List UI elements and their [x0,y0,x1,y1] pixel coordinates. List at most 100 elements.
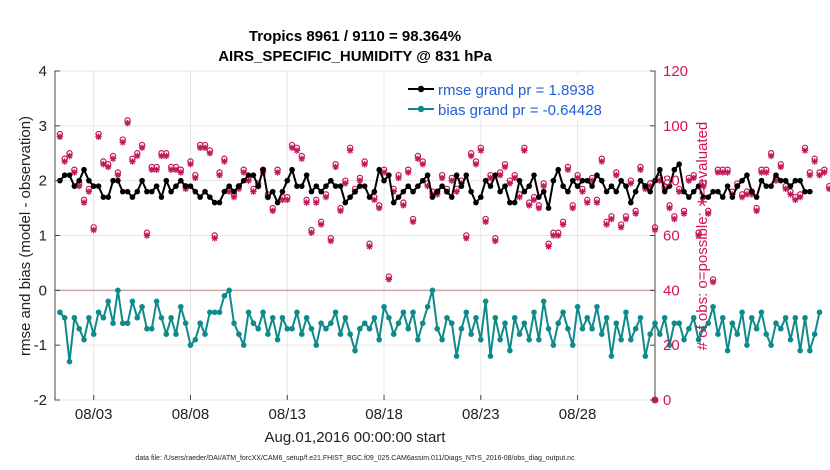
asterisk-stroke [115,172,121,178]
asterisk-stroke [366,243,373,250]
bias-point [207,309,213,316]
rmse-point [390,199,397,206]
obs-evaluated-point [153,166,160,173]
asterisk-stroke [105,164,111,170]
x-axis-label: Aug.01,2016 00:00:00 start [265,429,447,446]
bias-point [61,314,68,321]
asterisk-stroke [560,221,566,228]
asterisk-stroke [589,177,595,184]
obs-evaluated-point [61,158,68,165]
rmse-point [797,177,803,184]
bias-point [724,347,731,354]
rmse-point [386,172,392,178]
obs-evaluated-point [201,144,209,151]
asterisk-stroke [197,145,203,151]
rmse-point [502,183,508,189]
obs-evaluated-point [337,207,344,215]
asterisk-stroke [637,166,644,173]
rmse-point [608,183,615,189]
obs-evaluated-point [409,218,417,225]
asterisk-stroke [303,199,310,206]
bias-point [318,320,324,327]
bias-point [342,314,349,321]
bias-point [197,320,203,327]
rmse-point [265,194,271,200]
bias-point [628,336,634,343]
bias-point [603,314,610,321]
obs-evaluated-point [230,193,238,201]
asterisk-stroke [797,194,803,200]
legend-rmse-label: rmse grand pr = 1.8938 [438,82,594,99]
right-tick-label: 40 [663,282,680,299]
obs-evaluated-point [129,158,136,165]
asterisk-stroke [289,145,295,151]
bias-point [240,342,247,348]
rmse-point [318,188,324,195]
asterisk-stroke [608,216,615,222]
bias-point [71,314,78,321]
obs-evaluated-point [346,147,354,154]
bias-point [686,325,692,332]
asterisk-stroke [318,221,324,228]
obs-evaluated-point [114,171,122,179]
rmse-point [613,188,620,195]
obs-evaluated-point [124,119,131,127]
obs-evaluated-point [380,169,388,176]
rmse-point [168,188,174,195]
bias-point [782,314,789,321]
rmse-point [589,183,595,189]
bias-point [139,303,145,310]
rmse-point [598,177,605,184]
asterisk-stroke [550,232,557,239]
rmse-point [163,177,170,184]
asterisk-stroke [269,208,276,214]
bias-point [434,325,441,332]
rmse-point [715,188,721,195]
bias-point [453,353,460,359]
bias-point [618,336,624,343]
obs-evaluated-point [163,152,170,160]
asterisk-stroke [216,172,223,178]
obs-evaluated-point [134,152,141,160]
bias-point [211,309,218,316]
bias-point [729,320,736,327]
bias-point [134,314,141,321]
asterisk-stroke [787,191,794,198]
bias-point [105,298,112,305]
asterisk-stroke [482,219,489,225]
bias-point [57,309,63,316]
obs-evaluated-point [240,169,247,176]
bias-point [90,331,97,338]
obs-evaluated-point [598,158,605,165]
bias-point [66,358,73,365]
bias-point [294,309,300,316]
rmse-point [642,183,649,189]
asterisk-stroke [686,177,692,184]
asterisk-stroke [449,177,455,184]
obs-evaluated-point [501,163,509,171]
obs-evaluated-point [637,166,644,173]
bias-point [439,336,445,343]
rmse-point [758,177,765,184]
obs-evaluated-point [56,133,64,140]
obs-evaluated-point [564,166,572,173]
rmse-point [153,183,160,189]
bias-point [444,314,450,321]
bias-point [758,309,765,316]
bias-point [395,320,402,327]
bias-point [415,336,421,343]
asterisk-stroke [294,147,300,154]
bias-point [182,320,189,327]
rmse-point [105,194,112,200]
bias-point [260,309,266,316]
obs-evaluated-point [332,163,339,171]
obs-evaluated-point [622,215,630,223]
rmse-point [492,172,499,178]
rmse-point [637,177,644,184]
obs-evaluated-point [80,199,88,206]
rmse-point [705,194,712,200]
rmse-point [323,183,329,189]
rmse-point [100,194,107,200]
obs-evaluated-point [187,161,194,168]
obs-evaluated-point [138,144,146,151]
